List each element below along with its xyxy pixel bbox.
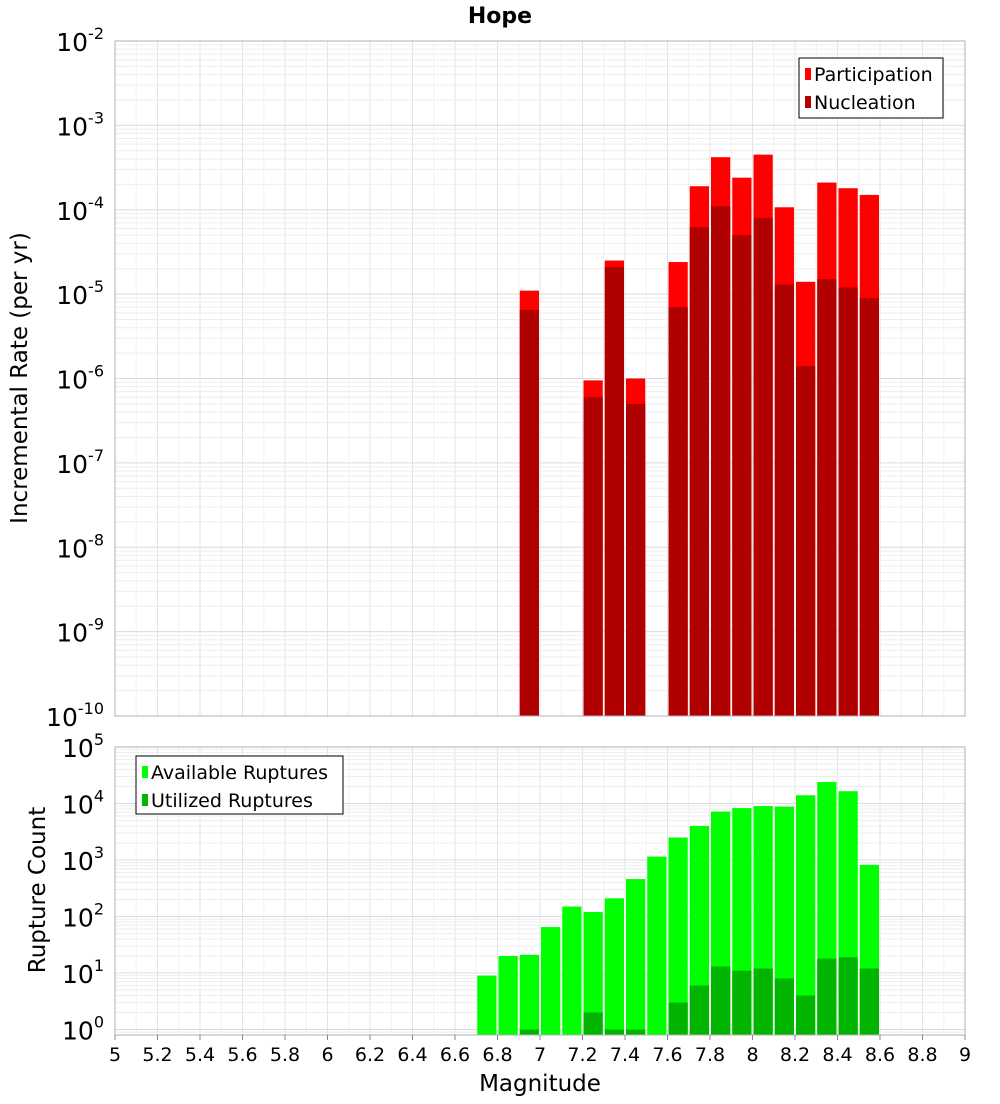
bottom-y-tick-label: 101 [62,956,104,989]
bottom-legend-swatch [142,794,148,806]
top-legend-swatch [805,96,811,108]
top-y-tick-label: 10-4 [56,193,104,226]
bottom-bar-available-ruptures [498,956,518,1035]
top-plot-area: 10-2 10-3 10-4 10-5 10-6 10-7 10-8 10-9 10-10 Par… [46,24,966,732]
bottom-y-tick-label: 104 [62,787,104,820]
bottom-bar-utilized-ruptures [583,1012,603,1035]
bottom-legend-box [135,755,344,815]
bottom-bar-available-ruptures [689,825,709,1035]
top-plot-border [114,40,966,717]
x-tick-label: 8 [746,1044,758,1066]
bottom-bar-utilized-ruptures [626,1029,646,1035]
top-legend-label: Nucleation [814,92,916,114]
bottom-plot-area: 105 104 103 102 101 100 Available Ruptures Util… [62,730,971,1066]
x-tick-label: 7.4 [610,1044,640,1066]
top-y-tick-label: 10-10 [46,699,104,732]
bottom-legend-swatch [142,766,148,778]
x-tick-label: 5.6 [227,1044,257,1066]
top-bar-nucleation [604,266,624,716]
x-tick-label: 5.8 [270,1044,300,1066]
top-y-tick-label: 10-3 [56,108,104,141]
bottom-bar-available-ruptures [647,856,667,1035]
x-tick-label: 5 [109,1044,121,1066]
top-bar-nucleation [732,235,752,716]
bottom-bar-available-ruptures [668,837,688,1035]
x-tick-label: 6.4 [397,1044,427,1066]
top-bar-nucleation [668,307,688,716]
bottom-bar-utilized-ruptures [838,957,858,1035]
bottom-bar-available-ruptures [477,975,497,1035]
top-y-axis-label: Incremental Rate (per yr) [7,232,33,524]
x-tick-label: 6 [321,1044,333,1066]
top-legend-box [798,57,944,119]
top-y-tick-label: 10-9 [56,615,104,648]
bottom-bar-available-ruptures [583,912,603,1035]
bottom-bar-available-ruptures [604,898,624,1035]
top-legend-label: Participation [814,64,933,86]
x-tick-label: 6.6 [440,1044,470,1066]
bottom-bar-utilized-ruptures [753,968,773,1035]
bottom-bar-utilized-ruptures [796,995,816,1035]
top-bar-nucleation [583,397,603,716]
bottom-bar-available-ruptures [796,795,816,1035]
top-y-tick-label: 10-7 [56,446,104,479]
top-y-tick-label: 10-8 [56,530,104,563]
top-bar-nucleation [859,297,879,716]
x-tick-label: 6.2 [355,1044,385,1066]
bottom-bar-utilized-ruptures [774,978,794,1035]
x-tick-label: 5.4 [185,1044,215,1066]
top-bar-nucleation [519,309,539,716]
bottom-bar-utilized-ruptures [732,970,752,1035]
x-tick-label: 8.8 [907,1044,937,1066]
bottom-bar-utilized-ruptures [604,1029,624,1035]
top-bar-nucleation [711,206,731,716]
x-axis-label: Magnitude [479,1071,601,1097]
bottom-y-tick-label: 103 [62,843,104,876]
bottom-bar-available-ruptures [626,879,646,1035]
top-bar-nucleation [774,284,794,716]
x-tick-label: 8.4 [822,1044,852,1066]
top-bar-nucleation [796,366,816,716]
bottom-bar-utilized-ruptures [711,966,731,1035]
x-tick-label: 5.2 [142,1044,172,1066]
bottom-bar-available-ruptures [541,927,561,1035]
top-bar-nucleation [626,403,646,716]
bottom-y-tick-label: 100 [62,1013,104,1046]
top-bar-nucleation [838,287,858,716]
bottom-legend-label: Utilized Ruptures [151,790,313,812]
top-bar-nucleation [753,217,773,716]
bottom-y-tick-label: 102 [62,900,104,933]
top-y-tick-label: 10-6 [56,362,104,395]
x-tick-label: 7.6 [652,1044,682,1066]
top-legend-swatch [805,68,811,80]
bottom-bar-available-ruptures [774,806,794,1035]
x-tick-label: 7.2 [567,1044,597,1066]
x-tick-label: 8.2 [780,1044,810,1066]
bottom-bar-utilized-ruptures [689,985,709,1035]
bottom-y-tick-label: 105 [62,730,104,763]
bottom-bar-utilized-ruptures [859,968,879,1035]
top-y-tick-label: 10-2 [56,24,104,57]
x-tick-label: 7.8 [695,1044,725,1066]
chart-title: Hope [468,4,532,29]
bottom-legend-label: Available Ruptures [151,762,328,784]
x-tick-label: 6.8 [482,1044,512,1066]
x-tick-label: 8.6 [865,1044,895,1066]
bottom-y-axis-label: Rupture Count [25,807,51,973]
bottom-bar-available-ruptures [519,954,539,1035]
bottom-bar-available-ruptures [562,906,582,1035]
x-tick-label: 9 [959,1044,971,1066]
top-bar-nucleation [689,227,709,716]
top-bar-nucleation [817,279,837,716]
bottom-bar-utilized-ruptures [519,1029,539,1035]
top-y-tick-label: 10-5 [56,277,104,310]
bottom-bar-utilized-ruptures [668,1002,688,1035]
bottom-bar-utilized-ruptures [817,958,837,1035]
x-tick-label: 7 [534,1044,546,1066]
